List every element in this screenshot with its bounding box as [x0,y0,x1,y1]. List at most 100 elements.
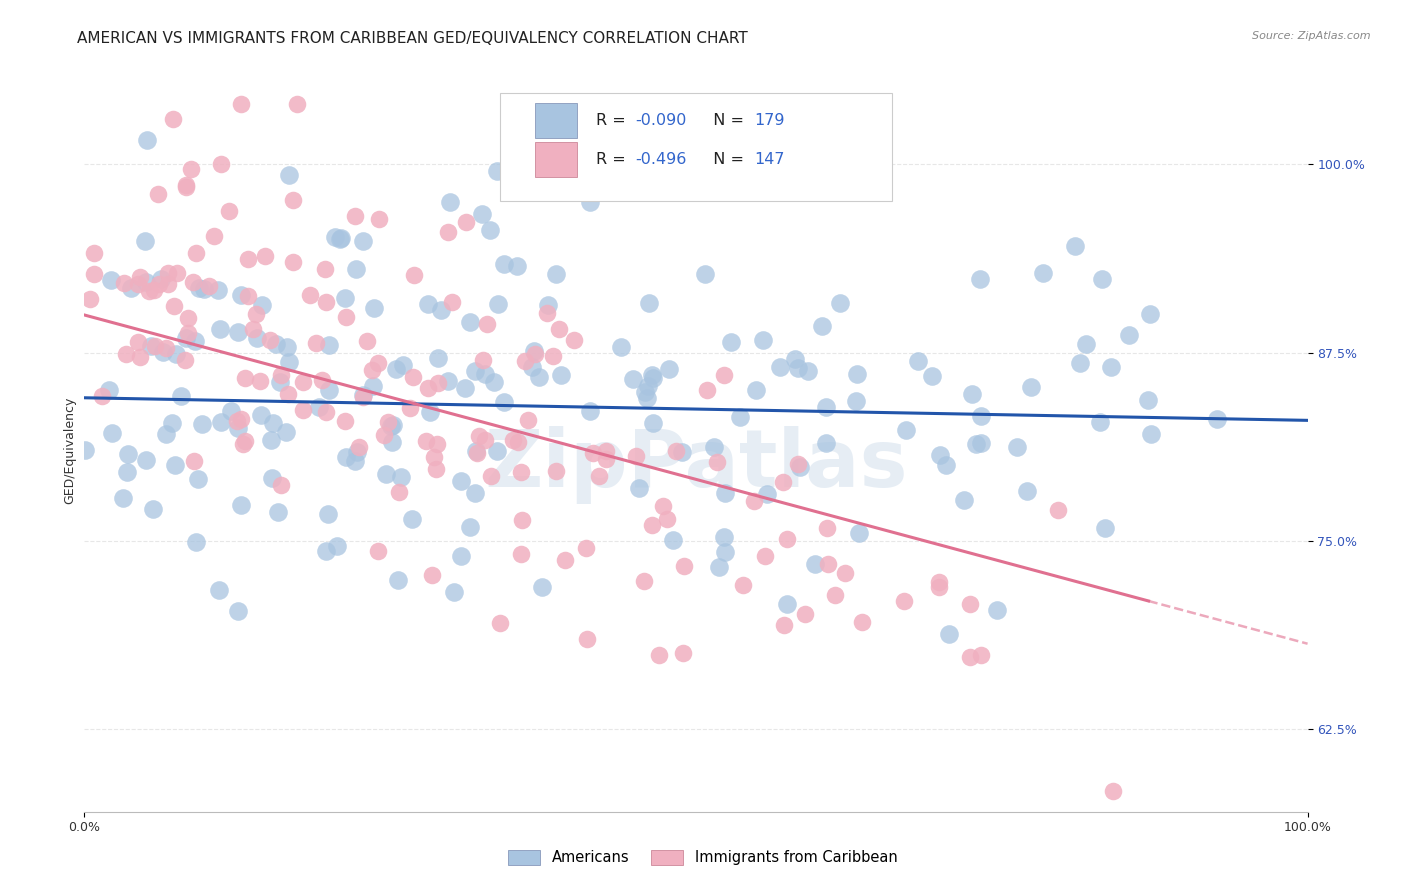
Point [548,321,571,335]
Point [163,458,186,472]
Point [333,414,356,428]
Point [641,368,664,382]
Point [928,574,950,589]
Point [367,355,389,369]
Point [530,580,553,594]
Point [633,574,655,589]
Point [502,433,524,447]
Point [165,347,187,361]
Point [250,408,273,422]
Point [260,433,283,447]
Point [360,362,382,376]
Point [384,361,406,376]
Point [797,364,820,378]
Point [454,381,477,395]
Point [278,354,301,368]
Point [621,372,644,386]
Point [259,333,281,347]
Point [335,310,357,324]
Point [184,246,207,260]
Point [536,306,558,320]
Point [610,340,633,354]
Point [1076,336,1098,351]
Point [474,367,496,381]
Point [112,276,135,290]
Point [783,352,806,367]
Point [786,457,808,471]
Point [574,541,596,555]
Point [634,384,657,399]
Point [392,359,415,373]
Point [707,559,730,574]
Point [509,547,531,561]
Point [221,404,243,418]
Point [773,617,796,632]
Point [896,423,918,437]
Point [150,272,173,286]
Point [714,485,737,500]
Point [662,533,685,548]
Point [443,584,465,599]
Point [665,444,688,458]
Point [318,383,340,397]
Point [315,295,337,310]
Point [579,195,602,210]
Point [416,381,439,395]
Point [637,379,659,393]
Point [627,482,650,496]
Point [155,341,177,355]
Point [187,281,209,295]
Point [402,370,425,384]
Point [471,352,494,367]
Text: N =: N = [703,112,749,128]
Point [595,451,617,466]
Point [129,270,152,285]
Text: 147: 147 [755,152,785,167]
Point [817,557,839,571]
Point [209,157,232,171]
Point [346,445,368,459]
Point [845,393,868,408]
Point [127,335,149,350]
Point [1019,380,1042,394]
FancyBboxPatch shape [534,142,578,177]
Point [101,425,124,440]
Point [253,249,276,263]
Point [471,207,494,221]
Point [513,354,536,368]
Point [439,194,461,209]
Point [595,444,617,458]
Point [157,266,180,280]
Point [128,351,150,365]
Point [329,230,352,244]
Point [427,351,450,365]
Point [277,168,299,182]
Point [543,349,565,363]
Point [291,403,314,417]
Point [135,275,157,289]
Point [429,303,451,318]
Point [643,371,665,385]
Point [420,567,443,582]
Point [655,512,678,526]
Point [326,539,349,553]
Point [381,435,404,450]
Point [208,583,231,598]
Point [127,277,149,291]
Point [1007,440,1029,454]
Point [298,288,321,302]
Point [464,486,486,500]
Point [703,440,725,454]
Point [588,469,610,483]
Point [352,388,374,402]
Point [343,209,366,223]
Point [772,475,794,490]
Point [198,278,221,293]
Point [938,626,960,640]
Point [458,315,481,329]
Point [713,530,735,544]
Point [418,297,440,311]
Point [450,475,472,489]
Point [693,267,716,281]
Point [1069,356,1091,370]
